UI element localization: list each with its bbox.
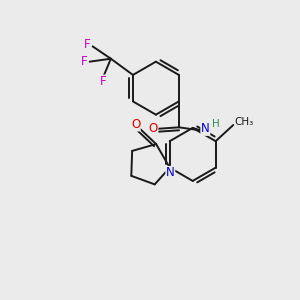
Text: N: N — [166, 167, 175, 179]
Text: H: H — [212, 119, 220, 129]
Text: F: F — [84, 38, 91, 51]
Text: O: O — [148, 122, 158, 135]
Text: F: F — [100, 75, 106, 88]
Text: F: F — [81, 55, 88, 68]
Text: CH₃: CH₃ — [235, 117, 254, 127]
Text: O: O — [131, 118, 140, 131]
Text: N: N — [201, 122, 210, 135]
